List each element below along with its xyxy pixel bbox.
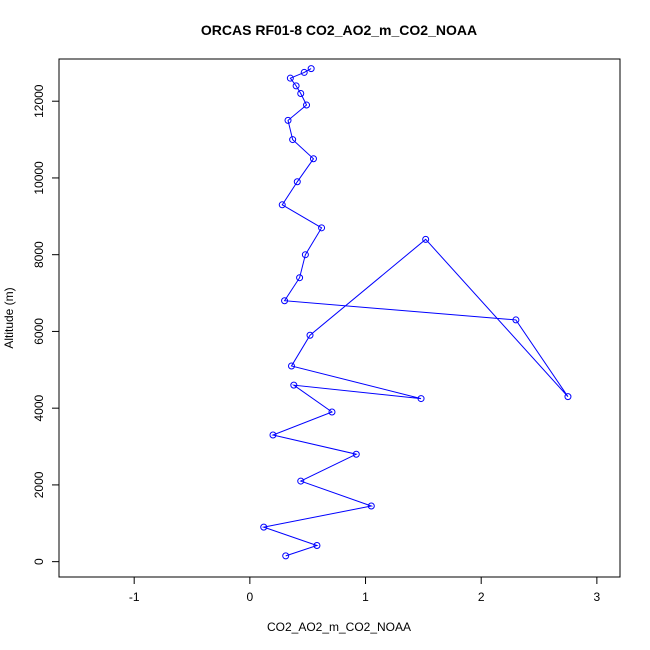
data-point [269, 431, 277, 439]
data-point [564, 393, 572, 401]
y-tick-label: 12000 [32, 84, 46, 118]
data-point [318, 224, 326, 232]
data-point [289, 136, 297, 144]
y-axis-label: Altitude (m) [2, 287, 16, 348]
data-point [300, 68, 308, 76]
series-line [261, 68, 569, 557]
data-point [422, 235, 430, 243]
y-tick-label: 6000 [32, 318, 46, 345]
data-point [286, 74, 294, 82]
data-point [297, 477, 305, 485]
x-tick-label: 0 [247, 590, 254, 604]
data-point [290, 381, 298, 389]
data-point [417, 395, 425, 403]
x-axis-label: CO2_AO2_m_CO2_NOAA [267, 620, 411, 634]
data-point [292, 82, 300, 90]
y-tick-label: 0 [32, 558, 46, 565]
x-tick-label: 3 [594, 590, 601, 604]
y-tick-label: 10000 [32, 161, 46, 195]
data-point [328, 408, 336, 416]
x-tick-label: -1 [129, 590, 140, 604]
x-axis: -1 0 1 2 3 [129, 576, 601, 604]
data-point [306, 331, 314, 339]
y-tick-label: 4000 [32, 395, 46, 422]
data-point [296, 274, 304, 282]
data-point [367, 502, 375, 510]
y-axis: 0 2000 4000 6000 8000 10000 12000 [32, 84, 60, 565]
chart-title: ORCAS RF01-8 CO2_AO2_m_CO2_NOAA [201, 22, 477, 38]
data-point [352, 450, 360, 458]
data-point [303, 101, 311, 109]
data-point [284, 116, 292, 124]
x-tick-label: 2 [478, 590, 485, 604]
y-tick-label: 8000 [32, 241, 46, 268]
data-point [293, 178, 301, 186]
data-point [281, 297, 289, 305]
data-point [313, 542, 321, 550]
data-point [278, 201, 286, 209]
data-point [282, 552, 290, 560]
data-point [297, 90, 305, 98]
data-layer [260, 65, 572, 560]
data-point [307, 65, 315, 73]
y-tick-label: 2000 [32, 471, 46, 498]
data-point [301, 251, 309, 259]
data-point [260, 523, 268, 531]
data-point [512, 316, 520, 324]
plot-frame [58, 58, 621, 578]
x-tick-label: 1 [362, 590, 369, 604]
data-point [287, 362, 295, 370]
data-point [309, 155, 317, 163]
